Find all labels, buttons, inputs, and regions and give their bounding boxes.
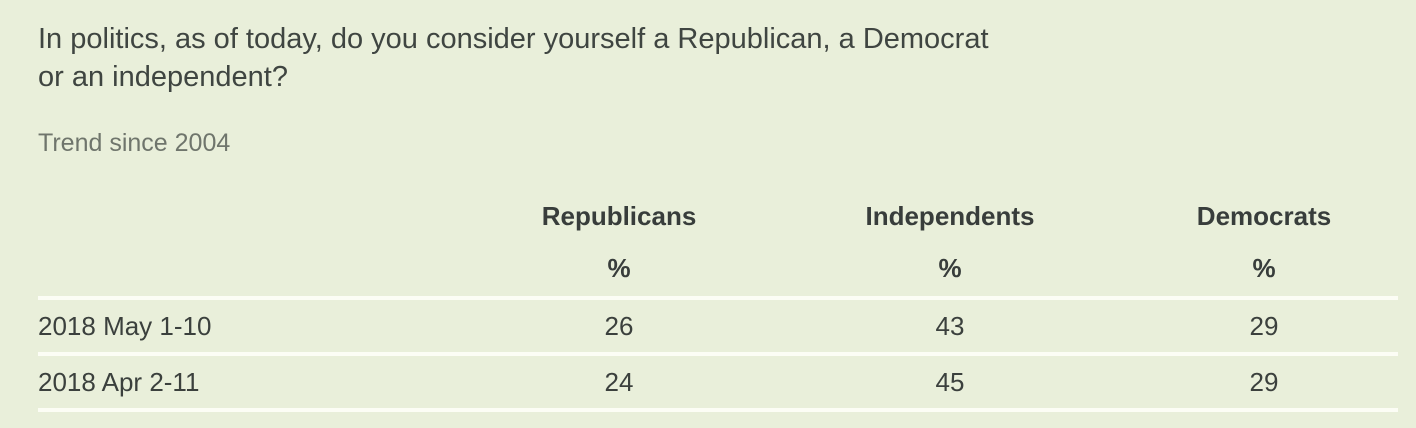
unit-empty — [38, 240, 468, 298]
value-independents: 45 — [770, 352, 1130, 412]
trend-subtitle: Trend since 2004 — [38, 129, 231, 157]
value-independents: 43 — [770, 296, 1130, 354]
row-date: 2018 Apr 2-11 — [38, 352, 468, 412]
value-republicans: 24 — [468, 352, 770, 412]
unit-independents: % — [938, 252, 962, 283]
unit-democrats: % — [1252, 252, 1276, 283]
row-date: 2018 May 1-10 — [38, 296, 468, 354]
poll-section: In politics, as of today, do you conside… — [38, 20, 1398, 412]
header-empty — [38, 192, 468, 240]
question-title: In politics, as of today, do you conside… — [38, 20, 1398, 96]
header-row: Republicans Independents Democrats — [38, 192, 1398, 240]
party-affiliation-table: Republicans Independents Democrats % % %… — [38, 192, 1398, 412]
table-row: 2018 May 1-10 26 43 29 — [38, 296, 1398, 354]
unit-row: % % % — [38, 240, 1398, 298]
table-row: 2018 Apr 2-11 24 45 29 — [38, 352, 1398, 412]
question-line-2: or an independent? — [38, 61, 288, 93]
header-democrats: Democrats — [1196, 200, 1332, 231]
unit-republicans: % — [607, 252, 631, 283]
value-democrats: 29 — [1130, 296, 1398, 354]
question-line-1: In politics, as of today, do you conside… — [38, 23, 989, 55]
value-democrats: 29 — [1130, 352, 1398, 412]
header-republicans: Republicans — [541, 200, 697, 231]
value-republicans: 26 — [468, 296, 770, 354]
header-independents: Independents — [865, 200, 1035, 231]
